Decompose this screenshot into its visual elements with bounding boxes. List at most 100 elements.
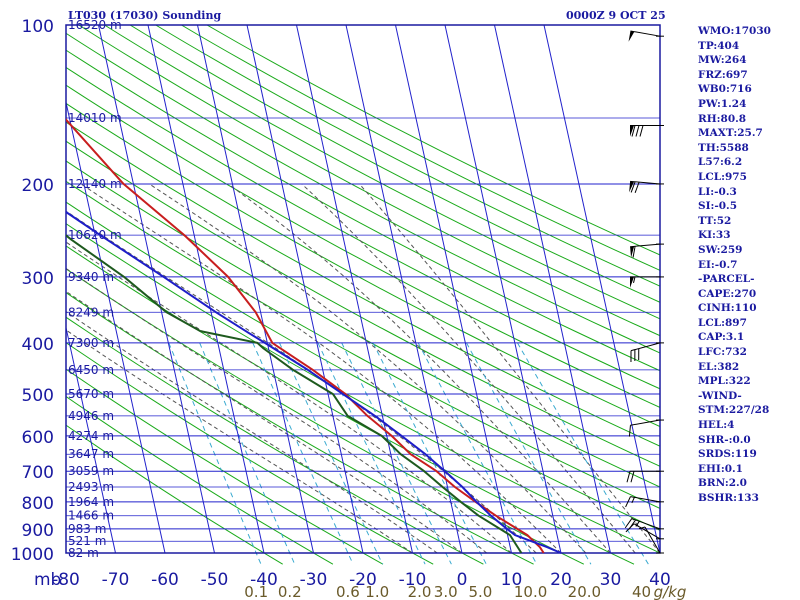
- sounding-index: KI:33: [698, 229, 731, 242]
- mixing-ratio-label: 40: [632, 583, 651, 600]
- sounding-index: RH:80.8: [698, 112, 747, 125]
- wind-barb: [624, 518, 664, 530]
- temperature-tick-label: -20: [349, 570, 377, 590]
- dry-adiabat: [66, 201, 660, 531]
- x-unit-label: mb: [34, 570, 61, 590]
- isotherm: [494, 25, 611, 554]
- sounding-index: PW:1.24: [698, 97, 747, 110]
- sounding-datetime: 0000Z 9 OCT 25: [566, 9, 666, 22]
- temperature-tick-labels: mb-80 -70 -60 -50 -40 -30 -20 -10 0 10 20 30 40: [34, 570, 671, 590]
- dry-adiabat: [66, 268, 585, 565]
- plot-frame: [65, 24, 661, 554]
- isotherm: [296, 25, 413, 554]
- pressure-tick-labels: 100 200 300 400 500 600 700 800 900 1000: [11, 17, 54, 565]
- isotherm: [395, 25, 512, 554]
- sounding-indices-panel: WMO:17030 TP:404 MW:264 FRZ:697 WB0:716 PW:1.…: [698, 24, 798, 506]
- wind-barb: [626, 470, 664, 483]
- sounding-index: TT:52: [698, 214, 732, 227]
- barb-full: [635, 125, 640, 137]
- isotherm: [543, 25, 660, 554]
- height-label: 9340 m: [68, 270, 114, 284]
- chart-title: LT030 (17030) Sounding: [68, 9, 222, 22]
- pressure-tick-label: 200: [22, 176, 54, 196]
- barb-pennant: [630, 276, 634, 288]
- height-label: 1466 m: [68, 509, 114, 523]
- temperature-tick-label: -80: [52, 570, 80, 590]
- sounding-index: -WIND-: [698, 389, 742, 402]
- mixing-ratio-label: 3.0: [434, 583, 458, 600]
- height-label: 983 m: [68, 522, 106, 536]
- mixing-ratio-line: [317, 342, 426, 565]
- sounding-index: MW:264: [698, 54, 747, 67]
- temperature-tick-label: 0: [457, 570, 468, 590]
- pressure-tick-label: 500: [22, 386, 54, 406]
- temperature-tick-label: 10: [501, 570, 523, 590]
- sounding-index: TH:5588: [698, 141, 749, 154]
- temperature-profile: [66, 118, 545, 554]
- sounding-index: CINH:110: [698, 302, 757, 315]
- sounding-index: L57:6.2: [698, 156, 743, 169]
- sounding-series: [66, 118, 562, 554]
- temperature-tick-label: -10: [399, 570, 427, 590]
- sounding-index: -PARCEL-: [698, 273, 755, 286]
- isotherm: [197, 25, 314, 554]
- barb-staff: [630, 496, 661, 503]
- height-label: 14010 m: [68, 111, 122, 125]
- height-label: 12140 m: [68, 177, 122, 191]
- pressure-tick-label: 700: [22, 463, 54, 483]
- temperature-tick-label: -30: [300, 570, 328, 590]
- height-label: 2493 m: [68, 480, 114, 494]
- dry-adiabat: [66, 32, 660, 354]
- barb-full: [634, 181, 640, 193]
- barb-full: [630, 471, 635, 483]
- mixing-ratio-line: [199, 342, 296, 565]
- pressure-tick-label: 900: [22, 521, 54, 541]
- pressure-tick-label: 600: [22, 428, 54, 448]
- isotherm: [0, 25, 17, 553]
- pressure-tick-label: 100: [22, 17, 54, 37]
- barb-full: [632, 246, 636, 258]
- mixing-ratio-line: [252, 342, 354, 565]
- barb-half: [631, 497, 635, 504]
- mixing-ratio-line: [279, 342, 384, 565]
- sounding-index: MPL:322: [698, 375, 751, 388]
- sounding-index: CAP:3.1: [698, 331, 745, 344]
- sounding-index: EI:-0.7: [698, 258, 738, 271]
- dry-adiabat: [66, 66, 660, 390]
- height-label: 4946 m: [68, 409, 114, 423]
- sounding-index: SRDS:119: [698, 448, 757, 461]
- wind-barb: [630, 342, 664, 363]
- isotherm: [147, 25, 265, 554]
- mixing-ratio-label: 2.0: [408, 583, 432, 600]
- sounding-index: WB0:716: [698, 83, 752, 96]
- dry-adiabat: [78, 25, 660, 337]
- dry-adiabat: [66, 395, 334, 565]
- wind-barb: [628, 419, 664, 437]
- dry-adiabat: [66, 292, 534, 565]
- sounding-index: FRZ:697: [698, 68, 748, 81]
- sounding-index: LI:-0.3: [698, 185, 737, 198]
- sounding-index: WMO:17030: [698, 25, 771, 37]
- height-label: 6450 m: [68, 363, 114, 377]
- barb-half: [635, 521, 640, 527]
- wind-barb: [629, 180, 664, 193]
- wind-barbs: [624, 30, 664, 554]
- height-label: 7300 m: [68, 336, 114, 350]
- pressure-tick-label: 300: [22, 269, 54, 289]
- barb-staff: [630, 342, 661, 352]
- temperature-tick-label: -50: [201, 570, 229, 590]
- moist-adiabat: [66, 329, 413, 554]
- sounding-index: TP:404: [698, 39, 740, 52]
- sounding-index: LCL:897: [698, 316, 747, 329]
- barb-pennant: [630, 125, 634, 137]
- sounding-index: MAXT:25.7: [698, 127, 763, 140]
- mixing-ratio-labels: 0.1 0.2 0.6 1.0 2.0 3.0 5.0 10.0 20.0 40 g/kg: [244, 583, 686, 600]
- sounding-index: SW:259: [698, 243, 743, 256]
- barb-pennant: [630, 246, 635, 258]
- barb-full: [626, 471, 631, 483]
- mixing-ratio-label: 5.0: [468, 583, 492, 600]
- barb-staff: [633, 523, 661, 540]
- wind-barb: [630, 243, 664, 258]
- dry-adiabat: [66, 102, 660, 428]
